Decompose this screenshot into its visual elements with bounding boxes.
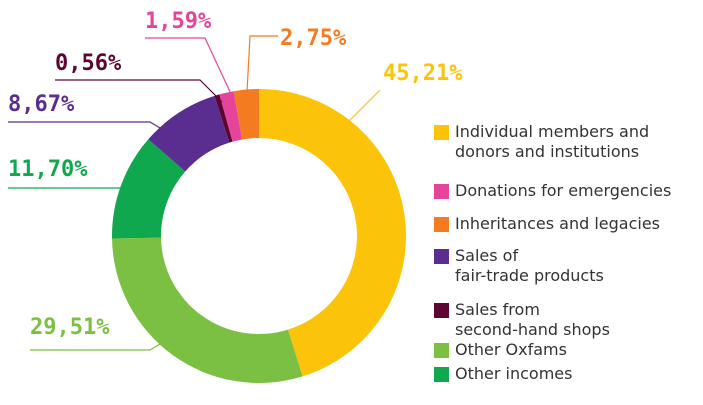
legend-label: Other Oxfams bbox=[455, 340, 567, 359]
value-label: 0,56% bbox=[55, 51, 122, 76]
legend-label: Inheritances and legacies bbox=[455, 214, 661, 233]
leader-line bbox=[8, 121, 181, 141]
donut-slice bbox=[214, 94, 233, 143]
legend-label: Other incomes bbox=[455, 364, 573, 383]
value-label: 8,67% bbox=[8, 92, 75, 117]
leader-line bbox=[30, 334, 176, 351]
legend-swatch bbox=[434, 125, 449, 140]
value-label: 45,21% bbox=[383, 61, 463, 86]
value-label: 11,70% bbox=[8, 157, 88, 182]
legend-swatch bbox=[434, 184, 449, 199]
donut-slice bbox=[112, 237, 303, 383]
value-label: 2,75% bbox=[280, 26, 347, 51]
legend-swatch bbox=[434, 367, 449, 382]
donut-slice bbox=[148, 95, 230, 172]
legend-swatch bbox=[434, 249, 449, 264]
legend-label: Sales of fair-trade products bbox=[455, 246, 604, 285]
legend-label: Sales from second-hand shops bbox=[455, 300, 610, 339]
donut-slice bbox=[219, 91, 243, 142]
leader-line bbox=[145, 37, 233, 97]
value-label: 1,59% bbox=[145, 9, 212, 34]
leader-line bbox=[339, 89, 381, 131]
leader-line bbox=[55, 79, 223, 103]
legend-label: Individual members and donors and instit… bbox=[455, 122, 650, 161]
legend-swatch bbox=[434, 343, 449, 358]
legend-swatch bbox=[434, 217, 449, 232]
legend-swatch bbox=[434, 303, 449, 318]
donut-slice bbox=[259, 89, 406, 377]
legend-label: Donations for emergencies bbox=[455, 181, 672, 200]
leader-line bbox=[8, 179, 141, 189]
leader-line bbox=[246, 35, 278, 93]
value-label: 29,51% bbox=[30, 315, 110, 340]
donut-slice bbox=[233, 89, 259, 140]
donut-slice bbox=[112, 139, 186, 239]
